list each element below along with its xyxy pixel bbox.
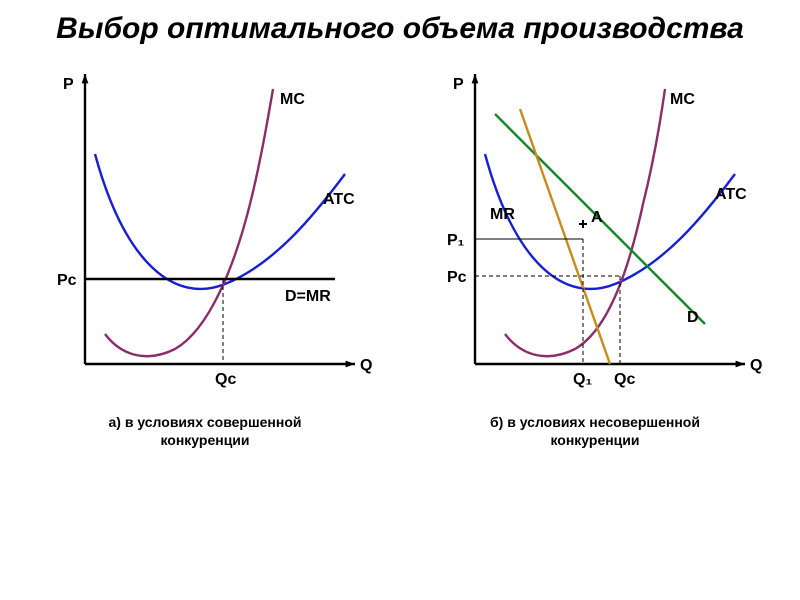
atc-label: ATC bbox=[715, 186, 747, 203]
atc-curve bbox=[485, 154, 735, 289]
chart-a: P Q MC ATC D=MR Pc Qc bbox=[35, 54, 375, 399]
chart-b-caption: б) в условиях несовершеннойконкуренции bbox=[490, 413, 700, 449]
q1-label: Q₁ bbox=[573, 371, 592, 388]
atc-curve bbox=[95, 154, 345, 289]
q-axis-label: Q bbox=[360, 357, 372, 374]
mr-label: MR bbox=[490, 206, 515, 223]
q-axis-label: Q bbox=[750, 357, 762, 374]
chart-b-wrap: P Q MC ATC MR D Pc P₁ Q₁ Qc A б) в условиях несове… bbox=[425, 54, 765, 449]
d-label: D bbox=[687, 309, 699, 326]
p1-label: P₁ bbox=[447, 232, 465, 249]
dmr-label: D=MR bbox=[285, 288, 331, 305]
qc-label: Qc bbox=[614, 371, 635, 388]
atc-label: ATC bbox=[323, 191, 355, 208]
mr-line bbox=[520, 109, 610, 364]
p-axis-label: P bbox=[63, 76, 74, 93]
chart-b: P Q MC ATC MR D Pc P₁ Q₁ Qc A bbox=[425, 54, 765, 399]
page-title: Выбор оптимального объема производства bbox=[0, 0, 800, 54]
mc-label: MC bbox=[280, 91, 305, 108]
pc-label: Pc bbox=[447, 269, 467, 286]
chart-a-wrap: P Q MC ATC D=MR Pc Qc а) в условиях совершенно… bbox=[35, 54, 375, 449]
mc-curve bbox=[505, 89, 665, 356]
mc-curve bbox=[105, 89, 273, 356]
p-axis-label: P bbox=[453, 76, 464, 93]
qc-label: Qc bbox=[215, 371, 236, 388]
a-label: A bbox=[591, 209, 603, 226]
pc-label: Pc bbox=[57, 272, 77, 289]
chart-a-caption: а) в условиях совершеннойконкуренции bbox=[109, 413, 302, 449]
mc-label: MC bbox=[670, 91, 695, 108]
charts-container: P Q MC ATC D=MR Pc Qc а) в условиях совершенно… bbox=[0, 54, 800, 449]
